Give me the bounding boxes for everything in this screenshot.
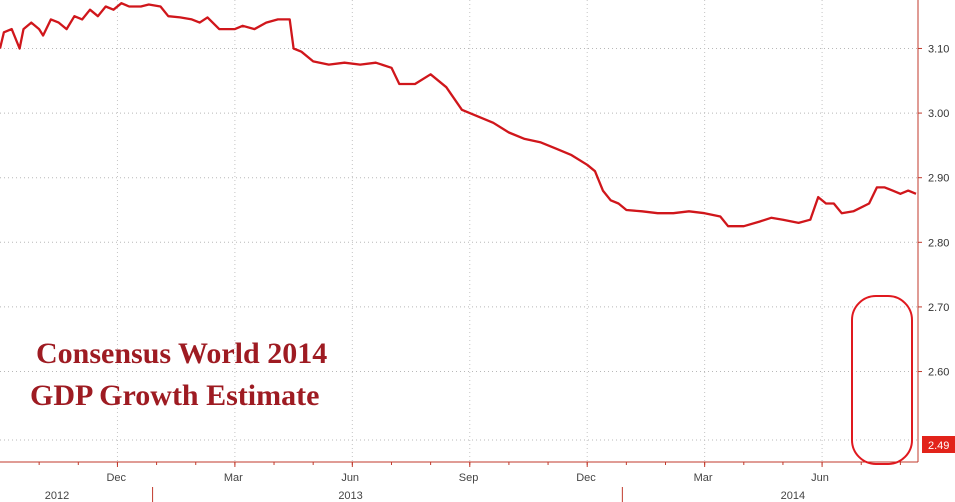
highlight-layer <box>851 295 913 465</box>
y-tick-label: 3.00 <box>928 108 949 120</box>
x-tick-label: Dec <box>106 472 126 484</box>
highlight-box <box>851 295 913 465</box>
chart-annotation: Consensus World 2014 GDP Growth Estimate <box>30 337 327 412</box>
last-value-label: 2.49 <box>928 440 949 452</box>
annotation-line-1: Consensus World 2014 <box>36 337 327 370</box>
y-tick-label: 2.90 <box>928 173 949 185</box>
series-layer <box>0 2 917 228</box>
x-tick-label: Sep <box>459 472 479 484</box>
last-value-box <box>922 436 955 453</box>
annotation-line-2: GDP Growth Estimate <box>30 379 319 412</box>
y-tick-label: 2.60 <box>928 367 949 379</box>
x-tick-label: Dec <box>576 472 596 484</box>
x-tick-label: Jun <box>811 472 829 484</box>
series-line <box>0 2 917 228</box>
y-tick-label: 2.80 <box>928 237 949 249</box>
x-tick-label: Mar <box>224 472 243 484</box>
y-tick-label: 3.10 <box>928 43 949 55</box>
y-tick-label: 2.70 <box>928 302 949 314</box>
x-tick-label: Jun <box>341 472 359 484</box>
grid <box>0 0 918 462</box>
last-value-marker: 2.49 <box>922 436 955 453</box>
year-label: 2013 <box>338 490 362 502</box>
year-label: 2012 <box>45 490 69 502</box>
x-tick-label: Mar <box>694 472 713 484</box>
year-label: 2014 <box>781 490 805 502</box>
